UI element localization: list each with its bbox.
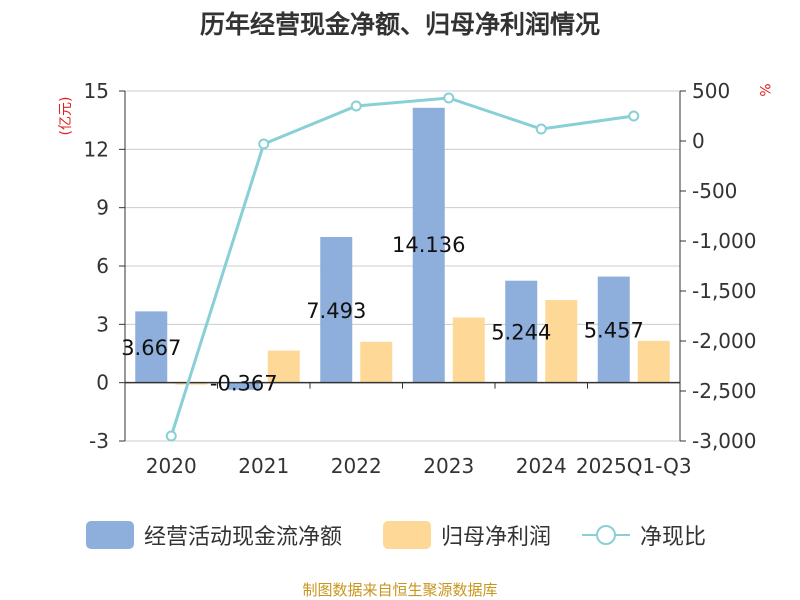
legend-label-ratio: 净现比 bbox=[640, 525, 706, 550]
left-tick-label: 9 bbox=[96, 196, 109, 220]
x-tick-label: 2025Q1-Q3 bbox=[576, 454, 692, 478]
x-tick-label: 2024 bbox=[516, 454, 567, 478]
right-tick-label: -500 bbox=[692, 179, 737, 203]
ratio-point bbox=[535, 123, 547, 135]
x-tick-label: 2023 bbox=[423, 454, 474, 478]
legend-swatch-cashflow bbox=[86, 521, 134, 549]
bar-cashflow bbox=[135, 311, 168, 383]
right-tick-label: 500 bbox=[692, 79, 730, 103]
legend-marker-ratio bbox=[596, 525, 616, 545]
bar-profit bbox=[267, 350, 300, 383]
right-tick-label: -2,000 bbox=[692, 329, 756, 353]
bar-cashflow bbox=[505, 280, 538, 383]
right-axis-ticks: -3,000 -2,500 -2,000 -1,500 -1,000 -500 0 500 bbox=[680, 79, 756, 453]
ratio-polyline bbox=[169, 96, 634, 437]
bar-cashflow bbox=[597, 276, 630, 383]
right-axis-unit: % bbox=[756, 83, 772, 96]
bar-profit bbox=[452, 317, 485, 383]
bar-profit bbox=[175, 382, 208, 385]
net-cash-ratio-line bbox=[165, 92, 640, 442]
x-tick-label: 2022 bbox=[331, 454, 382, 478]
left-tick-label: -3 bbox=[89, 429, 109, 453]
left-tick-label: 0 bbox=[96, 371, 109, 395]
right-tick-label: -2,500 bbox=[692, 379, 756, 403]
cashflow-value-label: 14.136 bbox=[392, 233, 465, 257]
legend-swatch-profit bbox=[383, 521, 431, 549]
ratio-point bbox=[443, 92, 455, 104]
legend: 经营活动现金流净额 归母净利润 净现比 bbox=[86, 521, 706, 550]
ratio-point bbox=[165, 430, 177, 442]
ratio-point bbox=[258, 138, 270, 150]
cashflow-value-label: 3.667 bbox=[121, 336, 181, 360]
bar-profit bbox=[545, 300, 578, 383]
bar-cashflow bbox=[227, 382, 260, 390]
left-axis-ticks: -3 0 3 6 9 12 15 bbox=[84, 79, 125, 453]
ratio-point bbox=[350, 100, 362, 112]
bar-cashflow bbox=[412, 107, 445, 383]
cashflow-value-label: 5.457 bbox=[584, 319, 644, 343]
bar-profit bbox=[637, 340, 670, 383]
bar-cashflow bbox=[320, 236, 353, 383]
chart-title: 历年经营现金净额、归母净利润情况 bbox=[200, 10, 600, 39]
bar-profit bbox=[360, 341, 393, 383]
data-labels: 3.667 -0.367 7.493 14.136 5.244 5.457 bbox=[121, 233, 644, 396]
right-tick-label: -3,000 bbox=[692, 429, 756, 453]
left-tick-label: 6 bbox=[96, 254, 109, 278]
left-tick-label: 3 bbox=[96, 312, 109, 336]
left-tick-label: 12 bbox=[84, 137, 109, 161]
ratio-point bbox=[628, 110, 640, 122]
legend-label-cashflow: 经营活动现金流净额 bbox=[144, 525, 342, 550]
x-tick-label: 2020 bbox=[146, 454, 197, 478]
cashflow-value-label: 7.493 bbox=[306, 299, 366, 323]
cashflow-value-label: 5.244 bbox=[491, 321, 551, 345]
legend-label-profit: 归母净利润 bbox=[441, 525, 551, 550]
left-tick-label: 15 bbox=[84, 79, 109, 103]
right-tick-label: -1,000 bbox=[692, 229, 756, 253]
source-note: 制图数据来自恒生聚源数据库 bbox=[302, 581, 497, 599]
right-tick-label: 0 bbox=[692, 129, 705, 153]
x-tick-label: 2021 bbox=[238, 454, 289, 478]
cashflow-value-label: -0.367 bbox=[210, 372, 278, 396]
right-tick-label: -1,500 bbox=[692, 279, 756, 303]
bars bbox=[135, 107, 670, 390]
left-axis-unit: (亿元) bbox=[58, 97, 74, 136]
axes bbox=[124, 91, 681, 441]
x-axis-ticks: 2020 2021 2022 2023 2024 2025Q1-Q3 bbox=[146, 454, 692, 478]
